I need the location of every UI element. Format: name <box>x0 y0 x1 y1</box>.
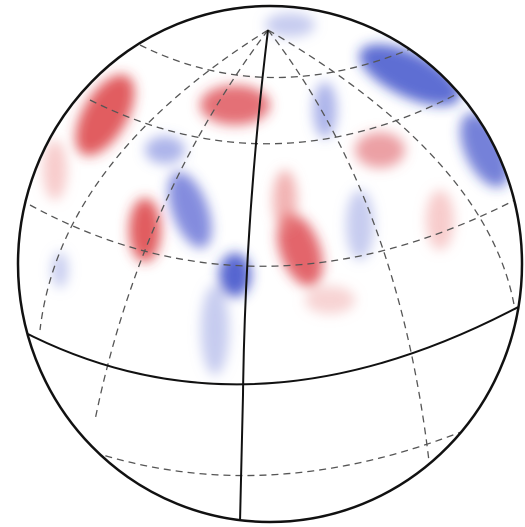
blue-patch <box>145 136 185 164</box>
longitude-line <box>267 29 516 311</box>
red-patch <box>200 85 270 125</box>
blue-patch <box>219 253 251 297</box>
red-patch <box>277 213 323 287</box>
blue-patch <box>52 252 68 288</box>
red-patch <box>305 286 355 314</box>
equator <box>19 304 522 386</box>
blue-patch <box>359 44 461 106</box>
red-patch <box>129 198 161 262</box>
red-patch <box>426 190 454 250</box>
latitude-line <box>59 419 491 477</box>
red-patch <box>43 140 67 200</box>
blue-patch <box>168 171 212 249</box>
blue-patch <box>346 190 374 260</box>
red-patch <box>75 74 135 156</box>
longitude-line <box>267 29 431 471</box>
grid-lines <box>19 29 522 522</box>
sphere-outline <box>16 4 524 524</box>
latitude-line <box>139 44 421 79</box>
longitude-line <box>39 29 269 331</box>
surface-patches <box>43 13 510 375</box>
blue-patch <box>201 285 229 375</box>
blue-patch <box>265 13 315 37</box>
central-meridian <box>239 29 269 522</box>
red-patch <box>355 132 405 168</box>
latitude-line <box>29 199 516 267</box>
red-patch <box>273 170 297 230</box>
latitude-line <box>89 94 456 145</box>
blue-patch <box>313 82 337 138</box>
